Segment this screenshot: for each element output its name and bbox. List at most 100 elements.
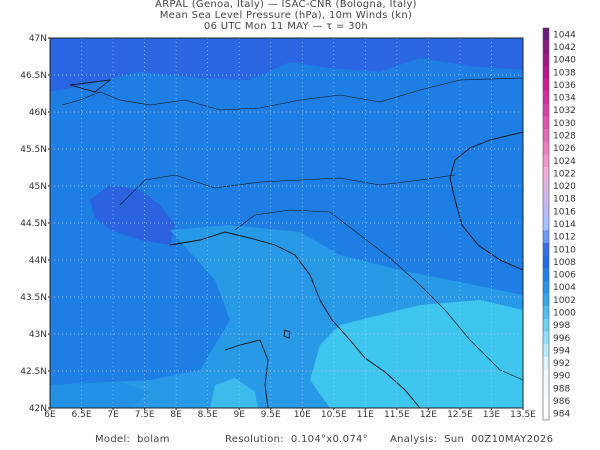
lon-label: 10.5E [321, 410, 347, 420]
header-line: ARPAL (Genoa, Italy) — ISAC-CNR (Bologna… [155, 0, 417, 10]
colorbar-label: 990 [553, 372, 570, 382]
field-high-alps [50, 38, 523, 92]
colorbar-swatch [543, 369, 549, 383]
colorbar-swatch [543, 205, 549, 218]
colorbar-label: 1018 [553, 195, 576, 205]
colorbar-label: 1040 [553, 56, 576, 66]
colorbar-swatch [543, 91, 549, 105]
colorbar-swatch [543, 141, 549, 155]
colorbar-label: 1044 [553, 30, 576, 40]
colorbar-swatch [543, 407, 549, 421]
lat-label: 43.5N [20, 293, 47, 303]
lon-label: 6.5E [72, 410, 92, 420]
field-low-piedmont [90, 185, 175, 245]
footer-model: Model: bolam [95, 434, 170, 445]
colorbar-label: 988 [553, 384, 570, 394]
lat-label: 46N [29, 108, 47, 118]
lat-label: 42N [29, 404, 47, 414]
lon-label: 7E [107, 410, 119, 420]
field-strip [50, 382, 150, 408]
lat-label: 46.5N [20, 71, 47, 81]
colorbar-label: 1034 [553, 94, 576, 104]
colorbar-label: 1026 [553, 144, 576, 154]
colorbar-label: 1030 [553, 119, 576, 129]
colorbar-label: 996 [553, 334, 570, 344]
colorbar-swatch [543, 28, 549, 41]
lat-label: 43N [29, 330, 47, 340]
colorbar-swatch [543, 116, 549, 130]
coastlines [61, 77, 523, 408]
colorbar-swatch [543, 78, 549, 92]
lon-label: 8.5E [198, 410, 218, 420]
colorbar-swatch [543, 179, 549, 193]
lon-label: 9E [233, 410, 245, 420]
colorbar-label: 1014 [553, 220, 576, 230]
lon-label: 13E [483, 410, 500, 420]
lon-label: 8E [170, 410, 182, 420]
colorbar-label: 1024 [553, 157, 576, 167]
colorbar-label: 1038 [553, 68, 576, 78]
colorbar-label: 984 [553, 410, 570, 420]
colorbar-swatch [543, 65, 549, 79]
lat-label: 45N [29, 182, 47, 192]
colorbar-swatch [543, 394, 549, 408]
colorbar-label: 1020 [553, 182, 576, 192]
field-light-sardinia [210, 378, 258, 408]
lat-label: 45.5N [20, 145, 47, 155]
colorbar-swatch [543, 344, 549, 358]
colorbar: 1044 1042 1040 1038 1036 1034 1032 1030 1028 1026… [542, 27, 576, 421]
colorbar-swatch [543, 242, 549, 256]
colorbar-swatch [543, 280, 549, 294]
header-line: Mean Sea Level Pressure (hPa), 10m Winds… [160, 10, 413, 21]
colorbar-label: 1012 [553, 233, 576, 243]
footer-resolution: Resolution: 0.104°x0.074° [225, 434, 368, 445]
graticule [50, 38, 523, 408]
lat-label: 42.5N [20, 367, 47, 377]
lon-label: 10E [294, 410, 311, 420]
colorbar-label: 1000 [553, 309, 576, 319]
colorbar-swatch [543, 40, 549, 54]
colorbar-label: 1016 [553, 207, 576, 217]
colorbar-swatch [543, 306, 549, 320]
colorbar-swatch [543, 192, 549, 206]
lat-label: 44.5N [20, 219, 47, 229]
colorbar-swatch [543, 230, 549, 244]
colorbar-label: 1004 [553, 283, 576, 293]
colorbar-label: 1022 [553, 169, 576, 179]
colorbar-swatch [543, 255, 549, 269]
colorbar-label: 1036 [553, 81, 576, 91]
lon-label: 12.5E [447, 410, 473, 420]
lon-label: 6E [44, 410, 56, 420]
colorbar-label: 992 [553, 359, 570, 369]
lon-label: 12E [420, 410, 437, 420]
lon-label: 7.5E [135, 410, 155, 420]
colorbar-label: 1042 [553, 43, 576, 53]
colorbar-swatch [543, 268, 549, 282]
colorbar-label: 1032 [553, 106, 576, 116]
colorbar-label: 986 [553, 397, 570, 407]
field-light [310, 300, 523, 408]
colorbar-label: 1010 [553, 245, 576, 255]
header-line: 06 UTC Mon 11 MAY — τ = 30h [204, 21, 368, 32]
colorbar-swatch [543, 154, 549, 168]
colorbar-frame [542, 27, 550, 421]
pressure-field [50, 38, 523, 408]
colorbar-label: 1006 [553, 271, 576, 281]
colorbar-label: 998 [553, 321, 570, 331]
colorbar-swatch [543, 129, 549, 143]
lat-label: 44N [29, 256, 47, 266]
footer-analysis: Analysis: Sun 00Z10MAY2026 [390, 434, 553, 445]
lon-label: 11.5E [384, 410, 410, 420]
colorbar-swatch [543, 382, 549, 396]
colorbar-swatch [543, 103, 549, 117]
colorbar-label: 1008 [553, 258, 576, 268]
colorbar-label: 1028 [553, 131, 576, 141]
colorbar-swatch [543, 331, 549, 345]
colorbar-swatch [543, 293, 549, 307]
colorbar-label: 1002 [553, 296, 576, 306]
lat-label: 47N [29, 34, 47, 44]
colorbar-swatch [543, 167, 549, 181]
colorbar-swatch [543, 217, 549, 231]
